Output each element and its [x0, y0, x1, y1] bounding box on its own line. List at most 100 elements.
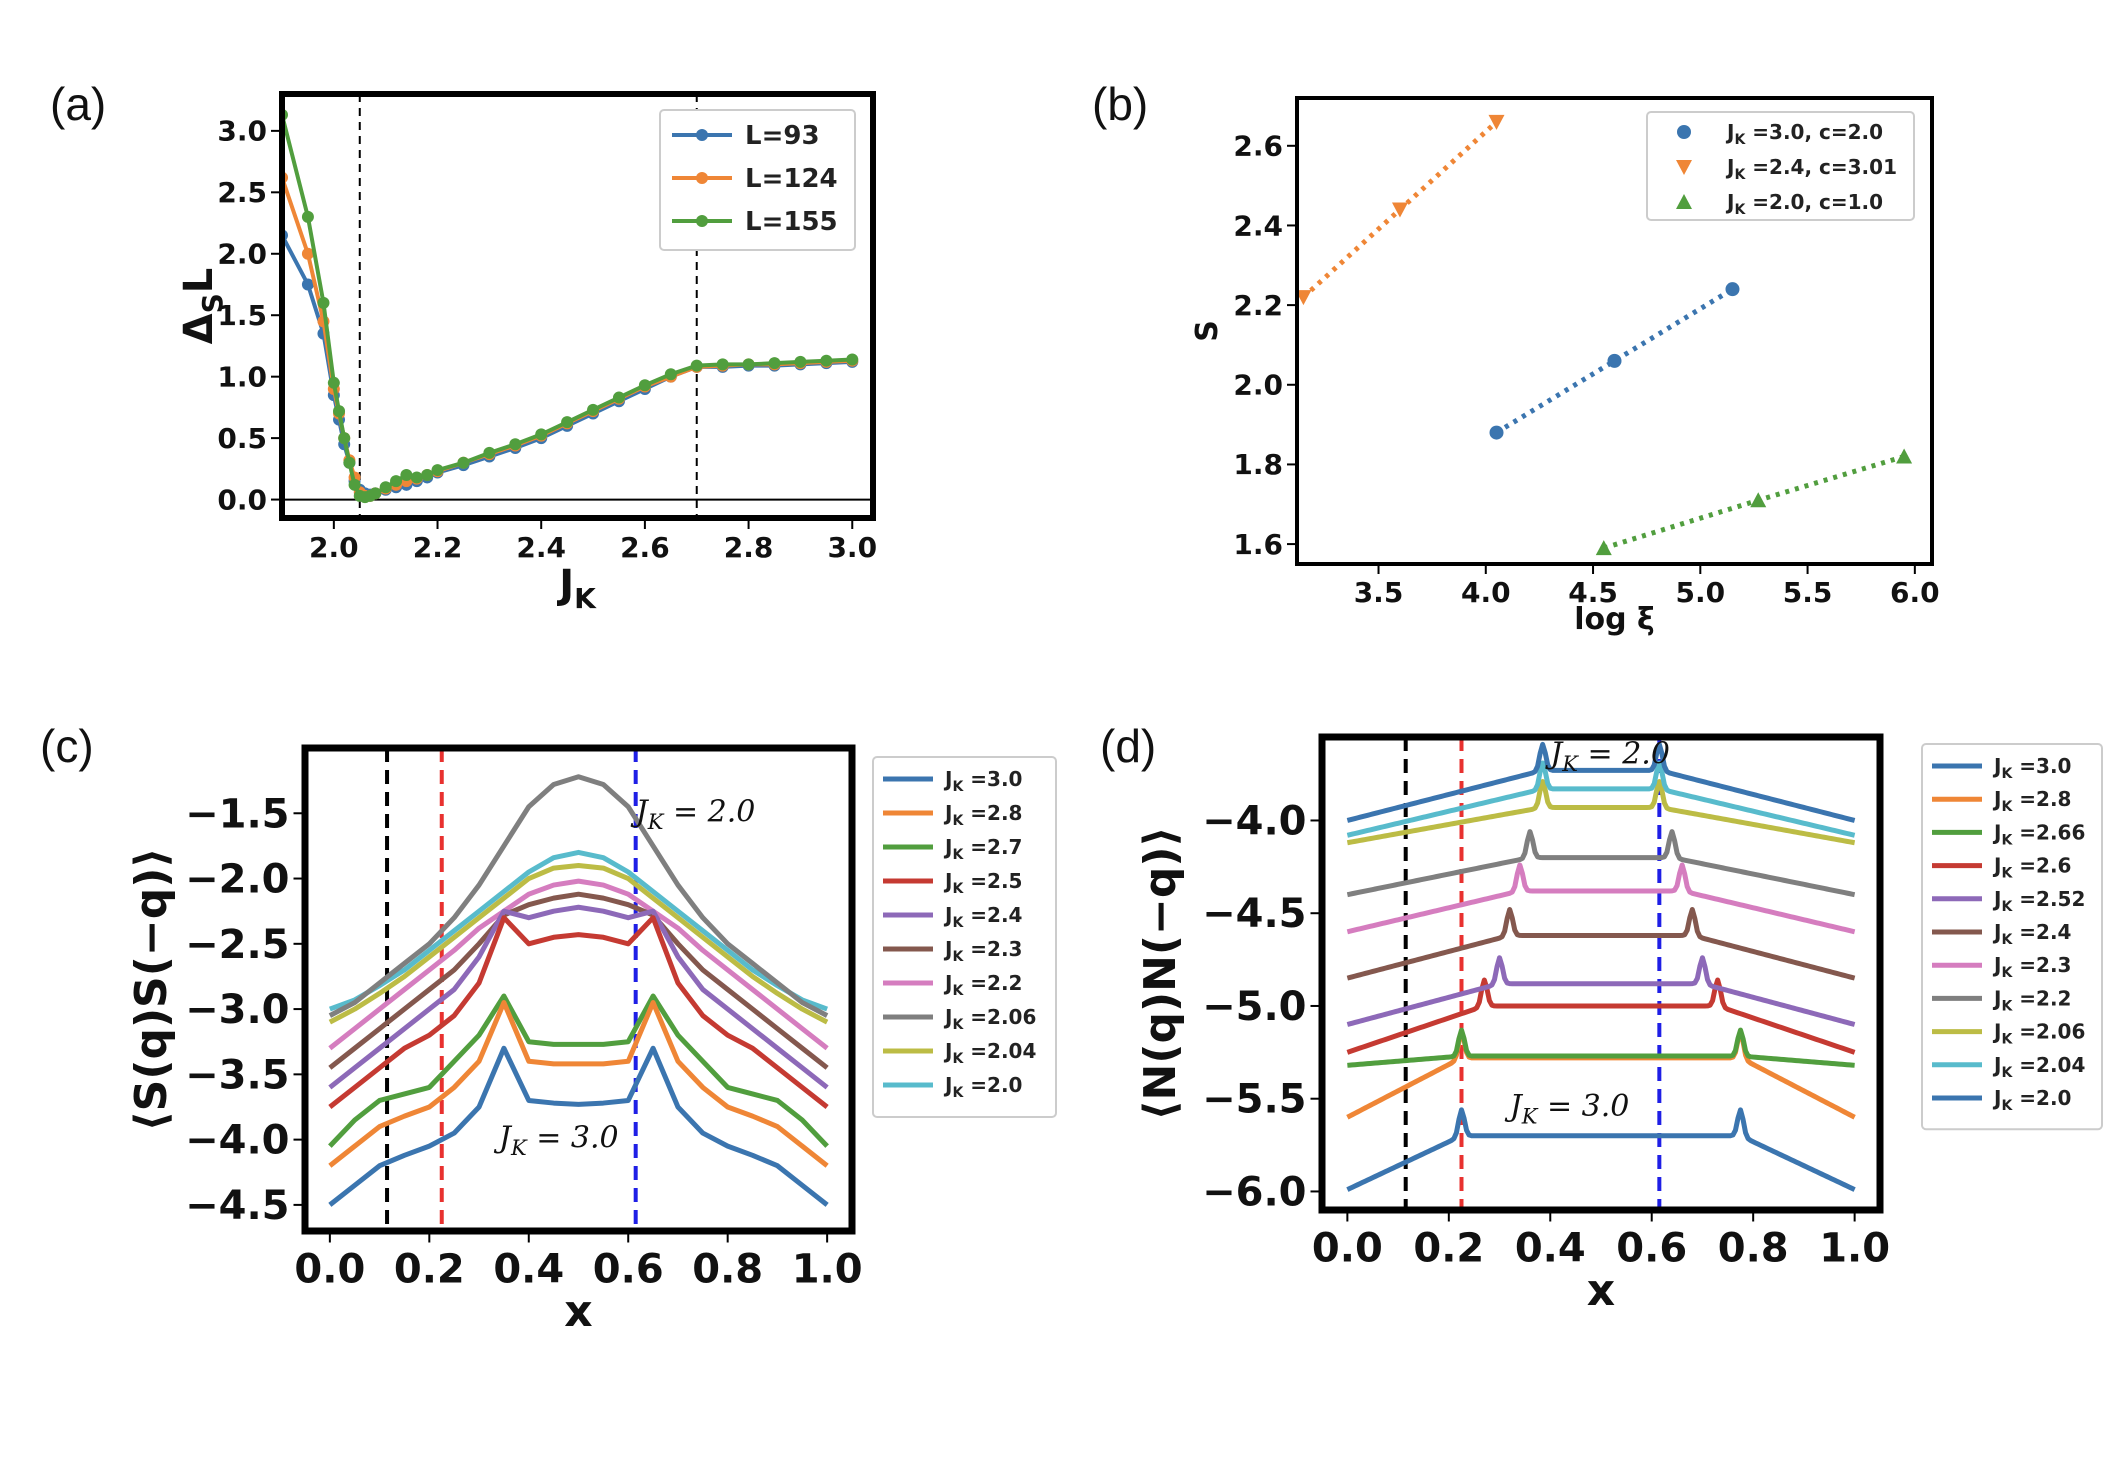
y-tick-label: 1.6	[1233, 528, 1283, 561]
x-tick-label: 4.0	[1461, 576, 1511, 609]
x-axis-label: x	[1587, 1265, 1615, 1316]
data-point	[561, 416, 574, 429]
axes-frame	[279, 91, 876, 521]
y-tick-label: −5.5	[1202, 1077, 1306, 1123]
y-tick-label: 2.5	[217, 176, 267, 209]
legend-label-sub: K	[2001, 1032, 2013, 1048]
legend-label-main: J	[1992, 854, 2001, 878]
data-point	[1607, 353, 1622, 368]
legend-label: JK =2.3	[943, 937, 1022, 965]
legend-label-main: J	[1992, 820, 2001, 844]
data-point	[327, 376, 340, 389]
panel-a: (a) 2.0 2.2 2.4 2.6 2.8 3.0 0.0 0.5 1.0 1.5 2.0 2.5 3…	[50, 78, 877, 615]
legend-label: JK =2.52	[1992, 887, 2085, 915]
legend-label: JK =2.4	[1992, 920, 2071, 948]
data-point	[1896, 448, 1913, 464]
annotation: JK = 3.0	[1504, 1089, 1630, 1129]
annotation-sub: K	[1521, 1104, 1539, 1128]
series-line	[1346, 760, 1856, 838]
series-line	[1346, 779, 1856, 846]
legend-label-value: =2.2	[963, 971, 1022, 995]
y-tick-label: −4.0	[1202, 798, 1306, 844]
y-tick-label: 1.0	[217, 360, 267, 393]
y-tick-label: 1.5	[217, 299, 267, 332]
legend-label-value: =2.66	[2012, 820, 2085, 844]
legend-label: JK =2.66	[1992, 820, 2085, 848]
legend-label-main: J	[943, 801, 952, 825]
series-line	[328, 1045, 829, 1207]
legend-label-sub: K	[952, 881, 964, 897]
legend-label: JK =2.06	[1992, 1020, 2085, 1048]
legend-label-sub: K	[952, 949, 964, 965]
data-point	[431, 464, 444, 477]
legend-label-value: =3.0	[2012, 754, 2071, 778]
series-line	[329, 849, 828, 1012]
legend-label: JK =2.0, c=1.0	[1725, 190, 1883, 218]
data-point	[301, 247, 314, 260]
annotation-tail: = 3.0	[1537, 1089, 1629, 1124]
data-point	[768, 357, 781, 370]
legend-label-sub: K	[1734, 202, 1746, 218]
legend-label-sub: K	[2001, 932, 2013, 948]
legend-label-value: =2.52	[2012, 887, 2085, 911]
legend-label-main: J	[1992, 887, 2001, 911]
legend-label-value: =2.2	[2012, 986, 2071, 1010]
legend-label: JK =2.7	[943, 835, 1022, 863]
y-tick-label: 2.2	[1233, 289, 1283, 322]
legend-label-main: J	[943, 971, 952, 995]
data-point	[338, 432, 351, 445]
data-point	[716, 358, 729, 371]
legend-label: JK =2.4, c=3.01	[1725, 155, 1897, 183]
data-point	[483, 446, 496, 459]
plot-area	[282, 94, 873, 518]
series-line	[1346, 1107, 1856, 1192]
data-point	[400, 468, 413, 481]
data-point	[348, 478, 361, 491]
y-tick-label: −4.5	[1202, 891, 1306, 937]
y-tick-label: −1.5	[185, 791, 289, 837]
legend-label-sub: K	[1734, 132, 1746, 148]
data-point	[369, 487, 382, 500]
data-point	[587, 403, 600, 416]
annotation-main: J	[493, 1121, 513, 1156]
legend-box	[1646, 111, 1915, 221]
legend-label-main: J	[943, 1073, 952, 1097]
legend-marker	[1677, 125, 1691, 139]
legend-label-main: J	[1992, 1020, 2001, 1044]
x-tick-label: 0.4	[1515, 1226, 1586, 1272]
legend-label-sub: K	[2001, 866, 2013, 882]
legend-label-main: J	[1992, 920, 2001, 944]
legend-label-main: J	[943, 767, 952, 791]
plot-area	[1297, 114, 1913, 556]
legend-label-value: =2.5	[963, 869, 1022, 893]
series-line	[328, 915, 829, 1109]
data-point	[820, 354, 833, 367]
y-tick-label: 2.6	[1233, 130, 1283, 163]
legend-label: JK =2.2	[1992, 986, 2071, 1014]
legend-label-value: =2.06	[963, 1005, 1036, 1029]
x-axis-label: x	[564, 1286, 592, 1337]
annotation-main: J	[1504, 1089, 1524, 1124]
legend-label: JK =2.8	[943, 801, 1022, 829]
series-line	[1346, 829, 1856, 898]
legend-label-sub: K	[2001, 965, 2013, 981]
legend-label-sub: K	[2001, 832, 2013, 848]
y-tick-label: −2.5	[185, 922, 289, 968]
x-tick-label: 2.4	[516, 531, 566, 564]
data-point	[846, 353, 859, 366]
legend-label-tail: =2.0, c=1.0	[1745, 190, 1883, 214]
y-tick-label: −4.0	[185, 1118, 289, 1164]
legend-label-value: =2.8	[963, 801, 1022, 825]
x-tick-label: 2.0	[309, 531, 359, 564]
annotation-sub: K	[1561, 752, 1579, 776]
series-line	[1346, 907, 1856, 981]
series-line	[1346, 862, 1856, 935]
data-point	[317, 296, 330, 309]
legend-label: JK =3.0, c=2.0	[1725, 120, 1883, 148]
annotation-tail: = 2.0	[1578, 737, 1670, 772]
series-line	[1346, 741, 1856, 823]
annotation-sub: K	[647, 810, 665, 834]
data-point	[612, 391, 625, 404]
y-tick-label: 3.0	[217, 115, 267, 148]
legend-label-value: =2.6	[2012, 854, 2071, 878]
